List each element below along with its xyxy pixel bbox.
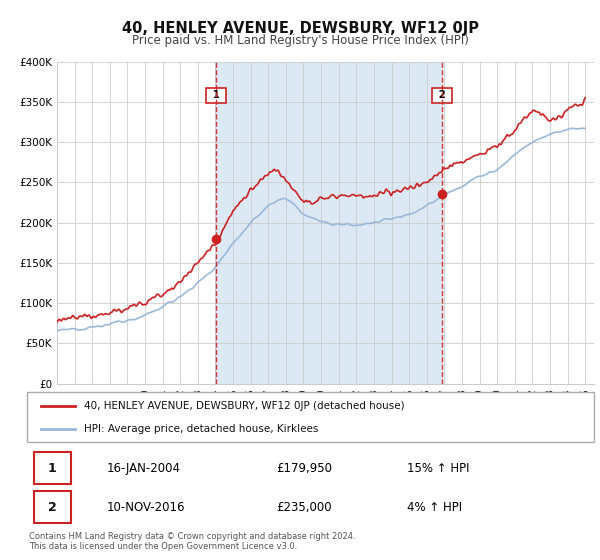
Text: Price paid vs. HM Land Registry's House Price Index (HPI): Price paid vs. HM Land Registry's House … [131,34,469,46]
Text: 15% ↑ HPI: 15% ↑ HPI [407,461,469,475]
Text: 40, HENLEY AVENUE, DEWSBURY, WF12 0JP: 40, HENLEY AVENUE, DEWSBURY, WF12 0JP [121,21,479,36]
Text: HPI: Average price, detached house, Kirklees: HPI: Average price, detached house, Kirk… [84,424,318,434]
Text: £235,000: £235,000 [277,501,332,514]
Bar [34,491,71,524]
Text: Contains HM Land Registry data © Crown copyright and database right 2024.
This d: Contains HM Land Registry data © Crown c… [29,532,355,552]
Text: 2: 2 [47,501,56,514]
Bar [34,452,71,484]
Text: 16-JAN-2004: 16-JAN-2004 [106,461,181,475]
Text: £179,950: £179,950 [277,461,332,475]
Bar [216,62,442,384]
Text: 40, HENLEY AVENUE, DEWSBURY, WF12 0JP (detached house): 40, HENLEY AVENUE, DEWSBURY, WF12 0JP (d… [84,400,404,410]
Text: 4% ↑ HPI: 4% ↑ HPI [407,501,462,514]
Text: 10-NOV-2016: 10-NOV-2016 [106,501,185,514]
Text: 1: 1 [209,90,223,100]
Text: 2: 2 [434,90,449,100]
Text: 1: 1 [47,461,56,475]
